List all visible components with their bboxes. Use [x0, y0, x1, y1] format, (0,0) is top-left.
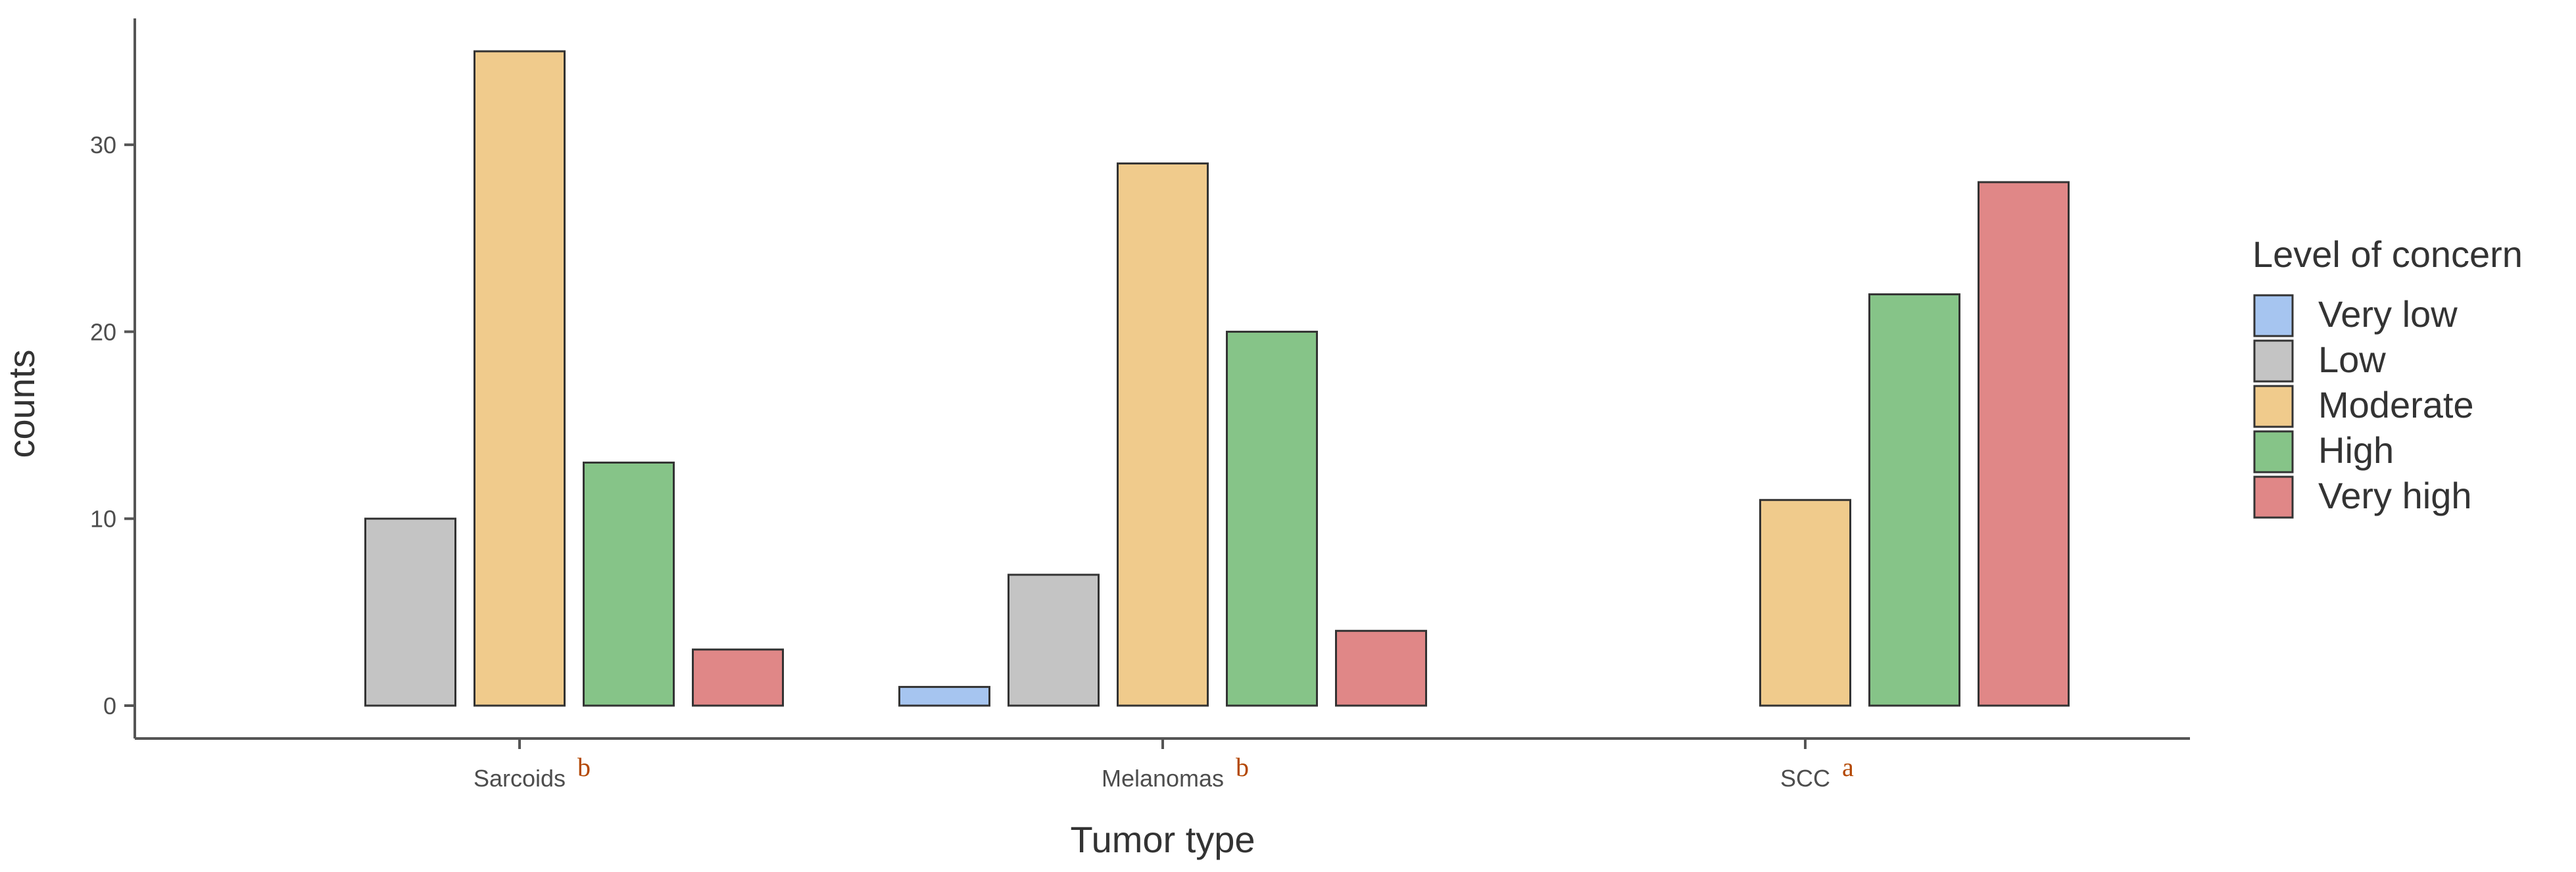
- bar: [1759, 498, 1851, 707]
- x-tick-label: Melanomas: [1102, 765, 1224, 792]
- legend-key: [2253, 475, 2294, 519]
- bar: [1226, 330, 1318, 707]
- legend-label: Very high: [2318, 475, 2472, 516]
- y-tick-label: 0: [103, 692, 116, 719]
- bar: [474, 50, 566, 707]
- bar: [1335, 629, 1427, 707]
- significance-letter: b: [577, 752, 591, 782]
- x-axis: Sarcoids b Melanomas b SCC a: [135, 737, 2190, 792]
- x-axis-title: Tumor type: [1070, 819, 1255, 860]
- x-tick-label: Sarcoids: [474, 765, 566, 792]
- bar: [364, 518, 456, 707]
- legend-title: Level of concern: [2252, 233, 2523, 275]
- legend-key: [2253, 294, 2294, 337]
- bar: [1117, 162, 1209, 707]
- y-axis: 0 10 20 30: [90, 18, 136, 739]
- legend-label: Very low: [2318, 293, 2458, 335]
- x-tick-label: SCC: [1780, 765, 1830, 792]
- bar: [1868, 293, 1960, 707]
- y-tick-label: 20: [90, 318, 116, 345]
- legend-label: High: [2318, 429, 2394, 471]
- bar: [692, 648, 784, 707]
- significance-letter: a: [1842, 752, 1854, 782]
- bar: [898, 686, 990, 707]
- legend-key: [2253, 430, 2294, 473]
- legend-key: [2253, 385, 2294, 428]
- bar: [1978, 181, 2070, 707]
- bar: [583, 461, 675, 707]
- plot-area: [364, 50, 2070, 707]
- y-tick-label: 30: [90, 132, 116, 158]
- y-tick-label: 10: [90, 506, 116, 533]
- significance-letter: b: [1236, 752, 1249, 782]
- legend: Level of concern Very lowLowModerateHigh…: [2252, 233, 2523, 519]
- legend-key: [2253, 339, 2294, 383]
- legend-label: Low: [2318, 339, 2386, 380]
- legend-label: Moderate: [2318, 384, 2474, 425]
- y-axis-title: counts: [1, 350, 42, 458]
- bar: [1008, 573, 1100, 707]
